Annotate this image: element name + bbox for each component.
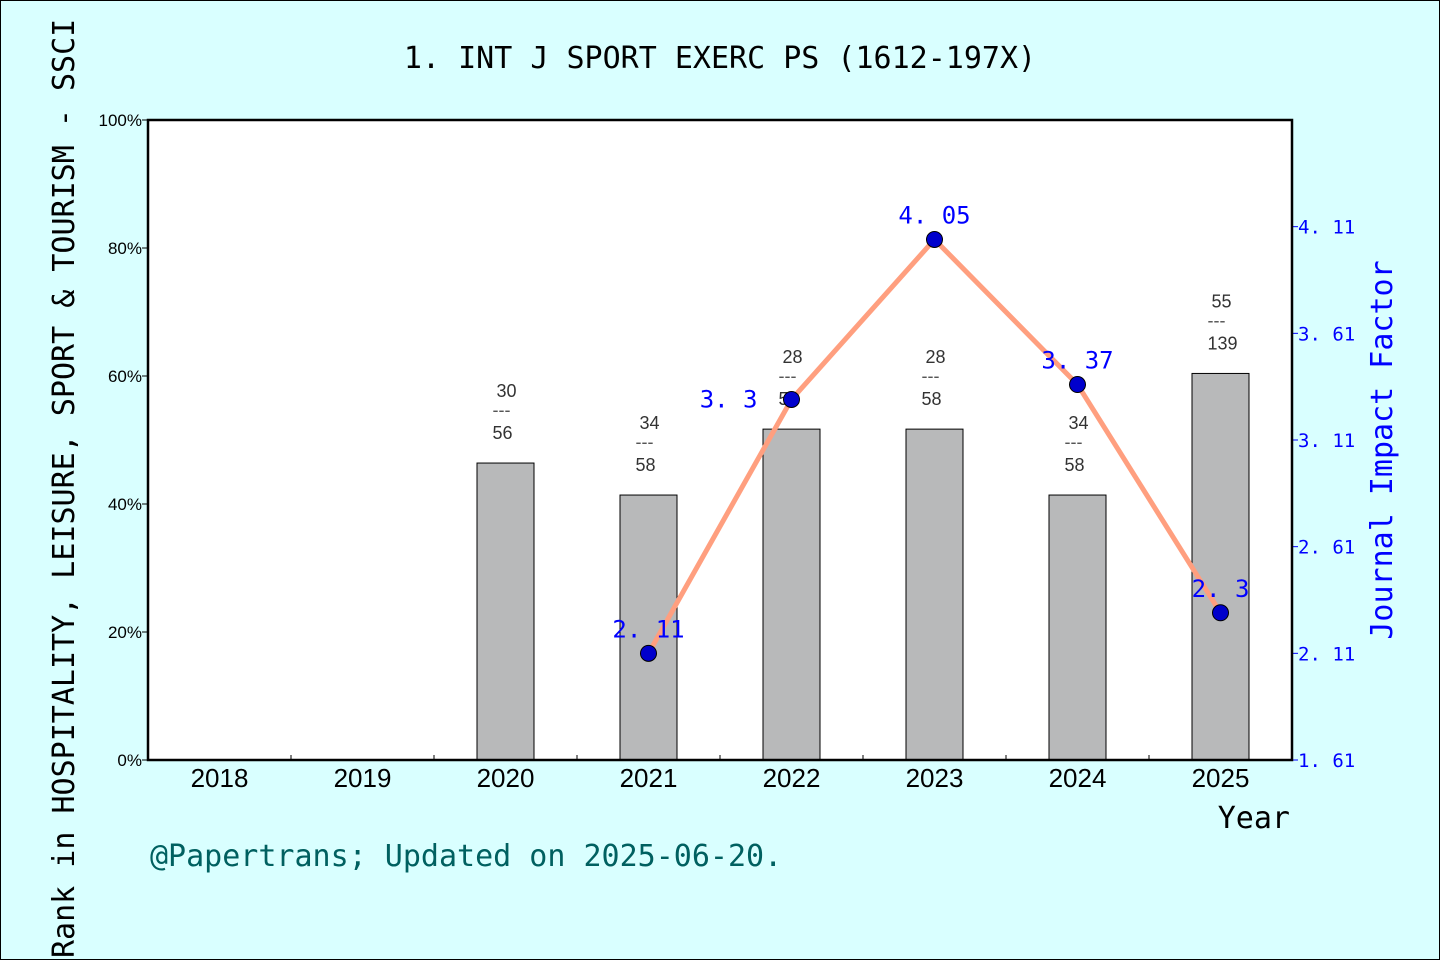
bar-rank-label: 34 (640, 413, 660, 433)
x-axis-label: Year (1218, 801, 1290, 836)
impact-factor-label: 3. 37 (1041, 347, 1113, 375)
bar-fraction-line: --- (779, 366, 797, 386)
impact-factor-point-2022 (783, 390, 800, 408)
impact-factor-label: 2. 11 (612, 615, 684, 643)
impact-factor-label: 3. 3 (700, 385, 758, 413)
x-tick-label: 2022 (763, 763, 821, 793)
x-tick-label: 2025 (1192, 763, 1250, 793)
right-axis-label: Journal Impact Factor (1365, 260, 1400, 639)
bar-fraction-line: --- (922, 366, 940, 386)
right-tick-label: 4. 11 (1298, 217, 1355, 239)
bar-total-label: 58 (922, 389, 942, 409)
plot-area (148, 120, 1292, 760)
bar-rank-label: 28 (926, 347, 946, 367)
impact-factor-point-2025 (1212, 604, 1229, 622)
bar-total-label: 139 (1208, 333, 1238, 353)
left-axis-label: Rank in HOSPITALITY, LEISURE, SPORT & TO… (47, 19, 82, 958)
left-tick-label: 100% (99, 111, 142, 130)
left-tick-label: 20% (108, 623, 142, 642)
left-tick-label: 60% (108, 367, 142, 386)
bar-fraction-line: --- (493, 400, 511, 420)
left-tick-label: 0% (117, 751, 142, 770)
right-tick-label: 1. 61 (1298, 750, 1355, 772)
bar-2025 (1191, 372, 1250, 761)
right-tick-label: 3. 61 (1298, 323, 1355, 345)
bar-total-label: 58 (636, 455, 656, 475)
left-tick-label: 80% (108, 239, 142, 258)
plot-border (146, 118, 1294, 762)
impact-factor-point-2021 (640, 644, 657, 662)
bar-rank-label: 28 (783, 347, 803, 367)
bar-fraction-line: --- (1065, 432, 1083, 452)
right-tick-label: 3. 11 (1298, 430, 1355, 452)
right-tick-label: 2. 11 (1298, 643, 1355, 665)
bar-2022 (762, 428, 821, 761)
right-tick-label: 2. 61 (1298, 537, 1355, 559)
x-tick-label: 2019 (334, 763, 392, 793)
bar-2023 (905, 428, 964, 761)
footer-text: @Papertrans; Updated on 2025-06-20. (150, 839, 782, 874)
x-tick-label: 2018 (191, 763, 249, 793)
bar-fraction-line: --- (1208, 310, 1226, 330)
bar-fraction-line: --- (636, 432, 654, 452)
x-tick-label: 2023 (906, 763, 964, 793)
bar-total-label: 56 (493, 423, 513, 443)
bar-rank-label: 30 (497, 381, 517, 401)
x-tick-label: 2021 (620, 763, 678, 793)
bar-total-label: 58 (1065, 455, 1085, 475)
bar-2020 (476, 462, 535, 761)
impact-factor-point-2023 (926, 230, 943, 248)
impact-factor-label: 2. 3 (1192, 575, 1250, 603)
bar-2024 (1048, 494, 1107, 761)
bar-rank-label: 34 (1069, 413, 1089, 433)
impact-factor-label: 4. 05 (898, 201, 970, 229)
chart-title: 1. INT J SPORT EXERC PS (1612-197X) (404, 41, 1036, 76)
impact-factor-point-2024 (1069, 376, 1086, 394)
x-tick-label: 2020 (477, 763, 535, 793)
x-tick-label: 2024 (1049, 763, 1107, 793)
bar-rank-label: 55 (1212, 291, 1232, 311)
left-tick-label: 40% (108, 495, 142, 514)
